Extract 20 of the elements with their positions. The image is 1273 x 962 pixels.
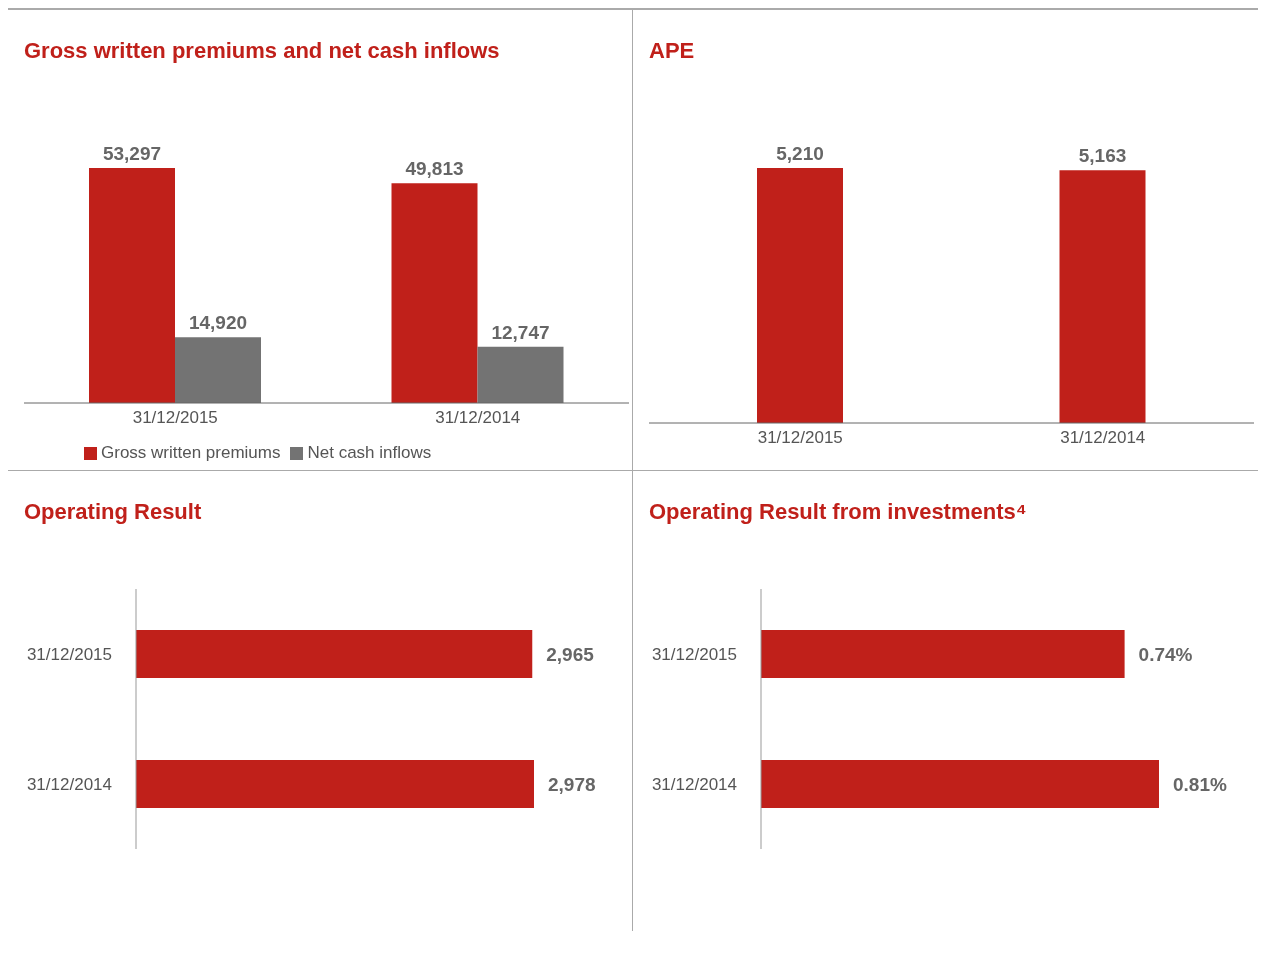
bar <box>391 183 478 403</box>
bar <box>175 337 261 403</box>
data-label: 12,747 <box>491 321 550 343</box>
chart-title: Gross written premiums and net cash inflows <box>24 38 500 63</box>
chart-title: APE <box>649 38 695 63</box>
legend-label: Net cash inflows <box>307 443 432 462</box>
data-label: 14,920 <box>188 312 248 334</box>
data-label: 0.74% <box>1138 643 1193 665</box>
bar <box>477 346 564 403</box>
data-label: 5,163 <box>1078 145 1127 167</box>
legend-label: Gross written premiums <box>101 443 281 462</box>
data-label: 53,297 <box>102 143 162 164</box>
chart-title: Operating Result from investments⁴ <box>649 499 1027 524</box>
data-label: 5,210 <box>776 143 824 164</box>
data-label: 49,813 <box>405 158 464 180</box>
bar <box>89 168 175 403</box>
chart-title: Operating Result <box>24 499 202 524</box>
data-label: 2,965 <box>546 643 595 665</box>
data-label: 2,978 <box>548 773 596 795</box>
data-label: 0.81% <box>1173 773 1227 795</box>
